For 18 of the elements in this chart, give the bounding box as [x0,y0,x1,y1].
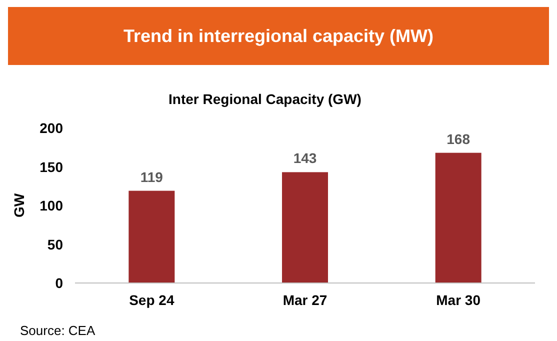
x-tick-label: Mar 27 [282,292,328,308]
y-tick-label: 0 [55,275,64,291]
bar [128,190,175,283]
bar [435,152,482,283]
y-tick-label: 200 [40,120,64,136]
y-tick-label: 50 [47,236,64,252]
y-tick-label: 100 [40,198,64,214]
data-label: 143 [293,150,317,166]
bar [282,172,328,283]
chart-subtitle: Inter Regional Capacity (GW) [168,91,362,107]
source-note: Source: CEA [20,323,96,338]
x-tick-label: Mar 30 [436,292,481,308]
chart-title: Trend in interregional capacity (MW) [123,26,434,46]
data-label: 119 [140,168,164,185]
y-tick-label: 150 [40,158,64,175]
x-tick-label: Sep 24 [129,292,174,308]
data-label: 168 [446,130,470,147]
y-axis-title: GW [11,192,27,218]
